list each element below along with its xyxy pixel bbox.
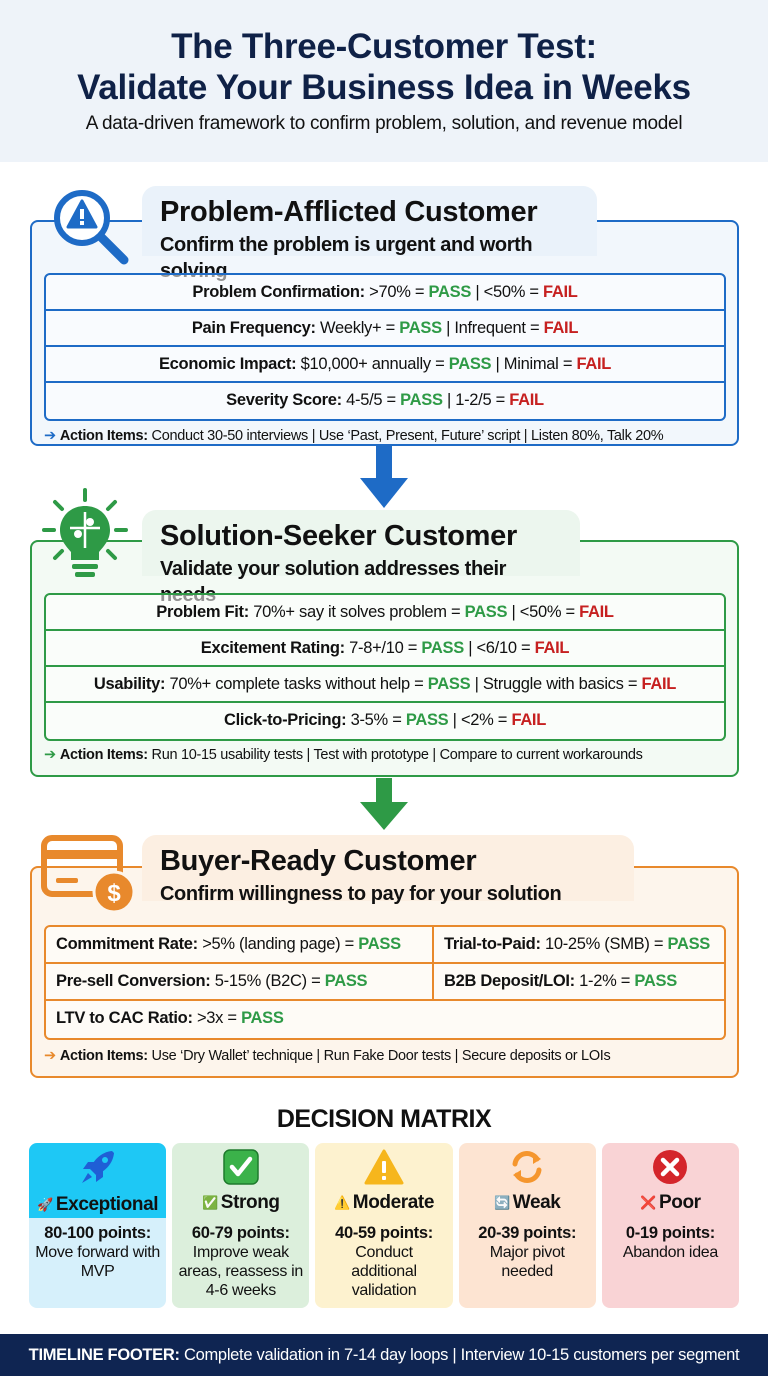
timeline-footer: TIMELINE FOOTER: Complete validation in … [0, 1334, 768, 1376]
card-label: 🔄 Weak [493, 1192, 561, 1213]
footer-label: TIMELINE FOOTER: [28, 1346, 180, 1364]
section-header: Problem-Afflicted Customer Confirm the p… [142, 186, 597, 282]
criteria-row: Pain Frequency: Weekly+ = PASS | Infrequ… [46, 311, 724, 347]
section-title: Buyer-Ready Customer [160, 845, 477, 877]
criteria-cell: Pre-sell Conversion: 5-15% (B2C) = PASS [46, 964, 434, 1001]
decision-card-moderate: ⚠️ Moderate 40-59 points: Conduct additio… [315, 1143, 453, 1308]
criteria-cell: Trial-to-Paid: 10-25% (SMB) = PASS [434, 927, 724, 964]
card-label: 🚀 Exceptional [37, 1194, 159, 1215]
criteria-table: Problem Fit: 70%+ say it solves problem … [44, 593, 726, 741]
section-solution-seeker: Solution-Seeker Customer Validate your s… [30, 510, 739, 777]
x-circle-icon [653, 1150, 688, 1184]
criteria-row: Economic Impact: $10,000+ annually = PAS… [46, 347, 724, 383]
criteria-row: Severity Score: 4-5/5 = PASS | 1-2/5 = F… [226, 391, 544, 409]
action-items: ➔ Action Items: Conduct 30-50 interviews … [44, 428, 664, 444]
card-points: 20-39 points: [478, 1224, 577, 1242]
svg-text:$: $ [107, 880, 121, 907]
magnifier-warning-icon [54, 190, 129, 265]
card-label: ❌ Poor [640, 1192, 701, 1213]
card-label: ✅ Strong [202, 1192, 280, 1213]
page-header: The Three-Customer Test: Validate Your B… [0, 0, 768, 162]
section-buyer-ready: Buyer-Ready Customer Confirm willingness… [30, 835, 739, 1078]
arrow-right-icon: ➔ [44, 1048, 56, 1064]
card-description: Major pivot needed [489, 1244, 565, 1280]
section-header: Buyer-Ready Customer Confirm willingness… [142, 835, 634, 905]
arrow-right-icon: ➔ [44, 428, 56, 444]
card-label: ⚠️ Moderate [333, 1192, 435, 1213]
section-title: Problem-Afflicted Customer [160, 196, 538, 228]
card-description: Improve weak areas, reassess in 4-6 week… [178, 1244, 304, 1299]
decision-card-strong: ✅ Strong 60-79 points: Improve weak areas… [172, 1143, 310, 1308]
refresh-icon [512, 1151, 542, 1183]
card-points: 40-59 points: [335, 1224, 433, 1242]
card-description: Abandon idea [622, 1244, 718, 1261]
decision-matrix-title: DECISION MATRIX [276, 1105, 492, 1133]
decision-card-poor: ❌ Poor 0-19 points: Abandon idea [601, 1143, 740, 1308]
warning-triangle-icon [364, 1149, 404, 1185]
card-description: Move forward with MVP [35, 1244, 160, 1280]
section-header: Solution-Seeker Customer Validate your s… [142, 510, 580, 606]
action-items: ➔ Action Items: Run 10-15 usability tests… [44, 747, 643, 763]
card-points: 0-19 points: [625, 1224, 715, 1242]
criteria-row: Usability: 70%+ complete tasks without h… [46, 667, 724, 703]
footer-text: Complete validation in 7-14 day loops | … [184, 1346, 740, 1364]
card-points: 60-79 points: [191, 1224, 290, 1242]
decision-card-weak: 🔄 Weak 20-39 points: Major pivot needed [458, 1143, 596, 1308]
section-subtitle: Confirm willingness to pay for your solu… [160, 883, 562, 905]
criteria-row: Click-to-Pricing: 3-5% = PASS | <2% = FA… [223, 711, 547, 729]
section-title: Solution-Seeker Customer [160, 520, 517, 552]
title-line-2: Validate Your Business Idea in Weeks [77, 68, 691, 107]
criteria-cell: Commitment Rate: >5% (landing page) = PA… [46, 927, 434, 964]
criteria-cell: LTV to CAC Ratio: >3x = PASS [56, 1009, 284, 1027]
criteria-cell: B2B Deposit/LOI: 1-2% = PASS [434, 964, 724, 1001]
criteria-table: Problem Confirmation: >70% = PASS | <50%… [44, 273, 726, 421]
title-line-1: The Three-Customer Test: [171, 27, 597, 66]
lightbulb-puzzle-icon [42, 488, 128, 577]
flow-arrow-down-icon [360, 778, 408, 830]
decision-matrix: 🚀 Exceptional 80-100 points: Move forward… [29, 1143, 740, 1308]
credit-card-dollar-icon: $ [41, 835, 136, 914]
check-box-icon [223, 1149, 259, 1185]
page-subtitle: A data-driven framework to confirm probl… [85, 113, 683, 134]
rocket-icon [81, 1151, 114, 1183]
action-items: ➔ Action Items: Use ‘Dry Wallet’ techniqu… [44, 1048, 611, 1064]
card-points: 80-100 points: [44, 1224, 151, 1242]
criteria-row: Problem Fit: 70%+ say it solves problem … [46, 595, 724, 631]
section-problem-afflicted: Problem-Afflicted Customer Confirm the p… [30, 186, 739, 446]
criteria-row: Excitement Rating: 7-8+/10 = PASS | <6/1… [46, 631, 724, 667]
criteria-grid: Commitment Rate: >5% (landing page) = PA… [44, 925, 726, 1040]
criteria-row: Problem Confirmation: >70% = PASS | <50%… [46, 275, 724, 311]
page-title: The Three-Customer Test: Validate Your B… [0, 0, 768, 108]
arrow-right-icon: ➔ [44, 747, 56, 763]
decision-card-exceptional: 🚀 Exceptional 80-100 points: Move forward… [29, 1143, 167, 1308]
card-description: Conduct additional validation [351, 1244, 417, 1299]
flow-arrow-down-icon [360, 446, 408, 508]
